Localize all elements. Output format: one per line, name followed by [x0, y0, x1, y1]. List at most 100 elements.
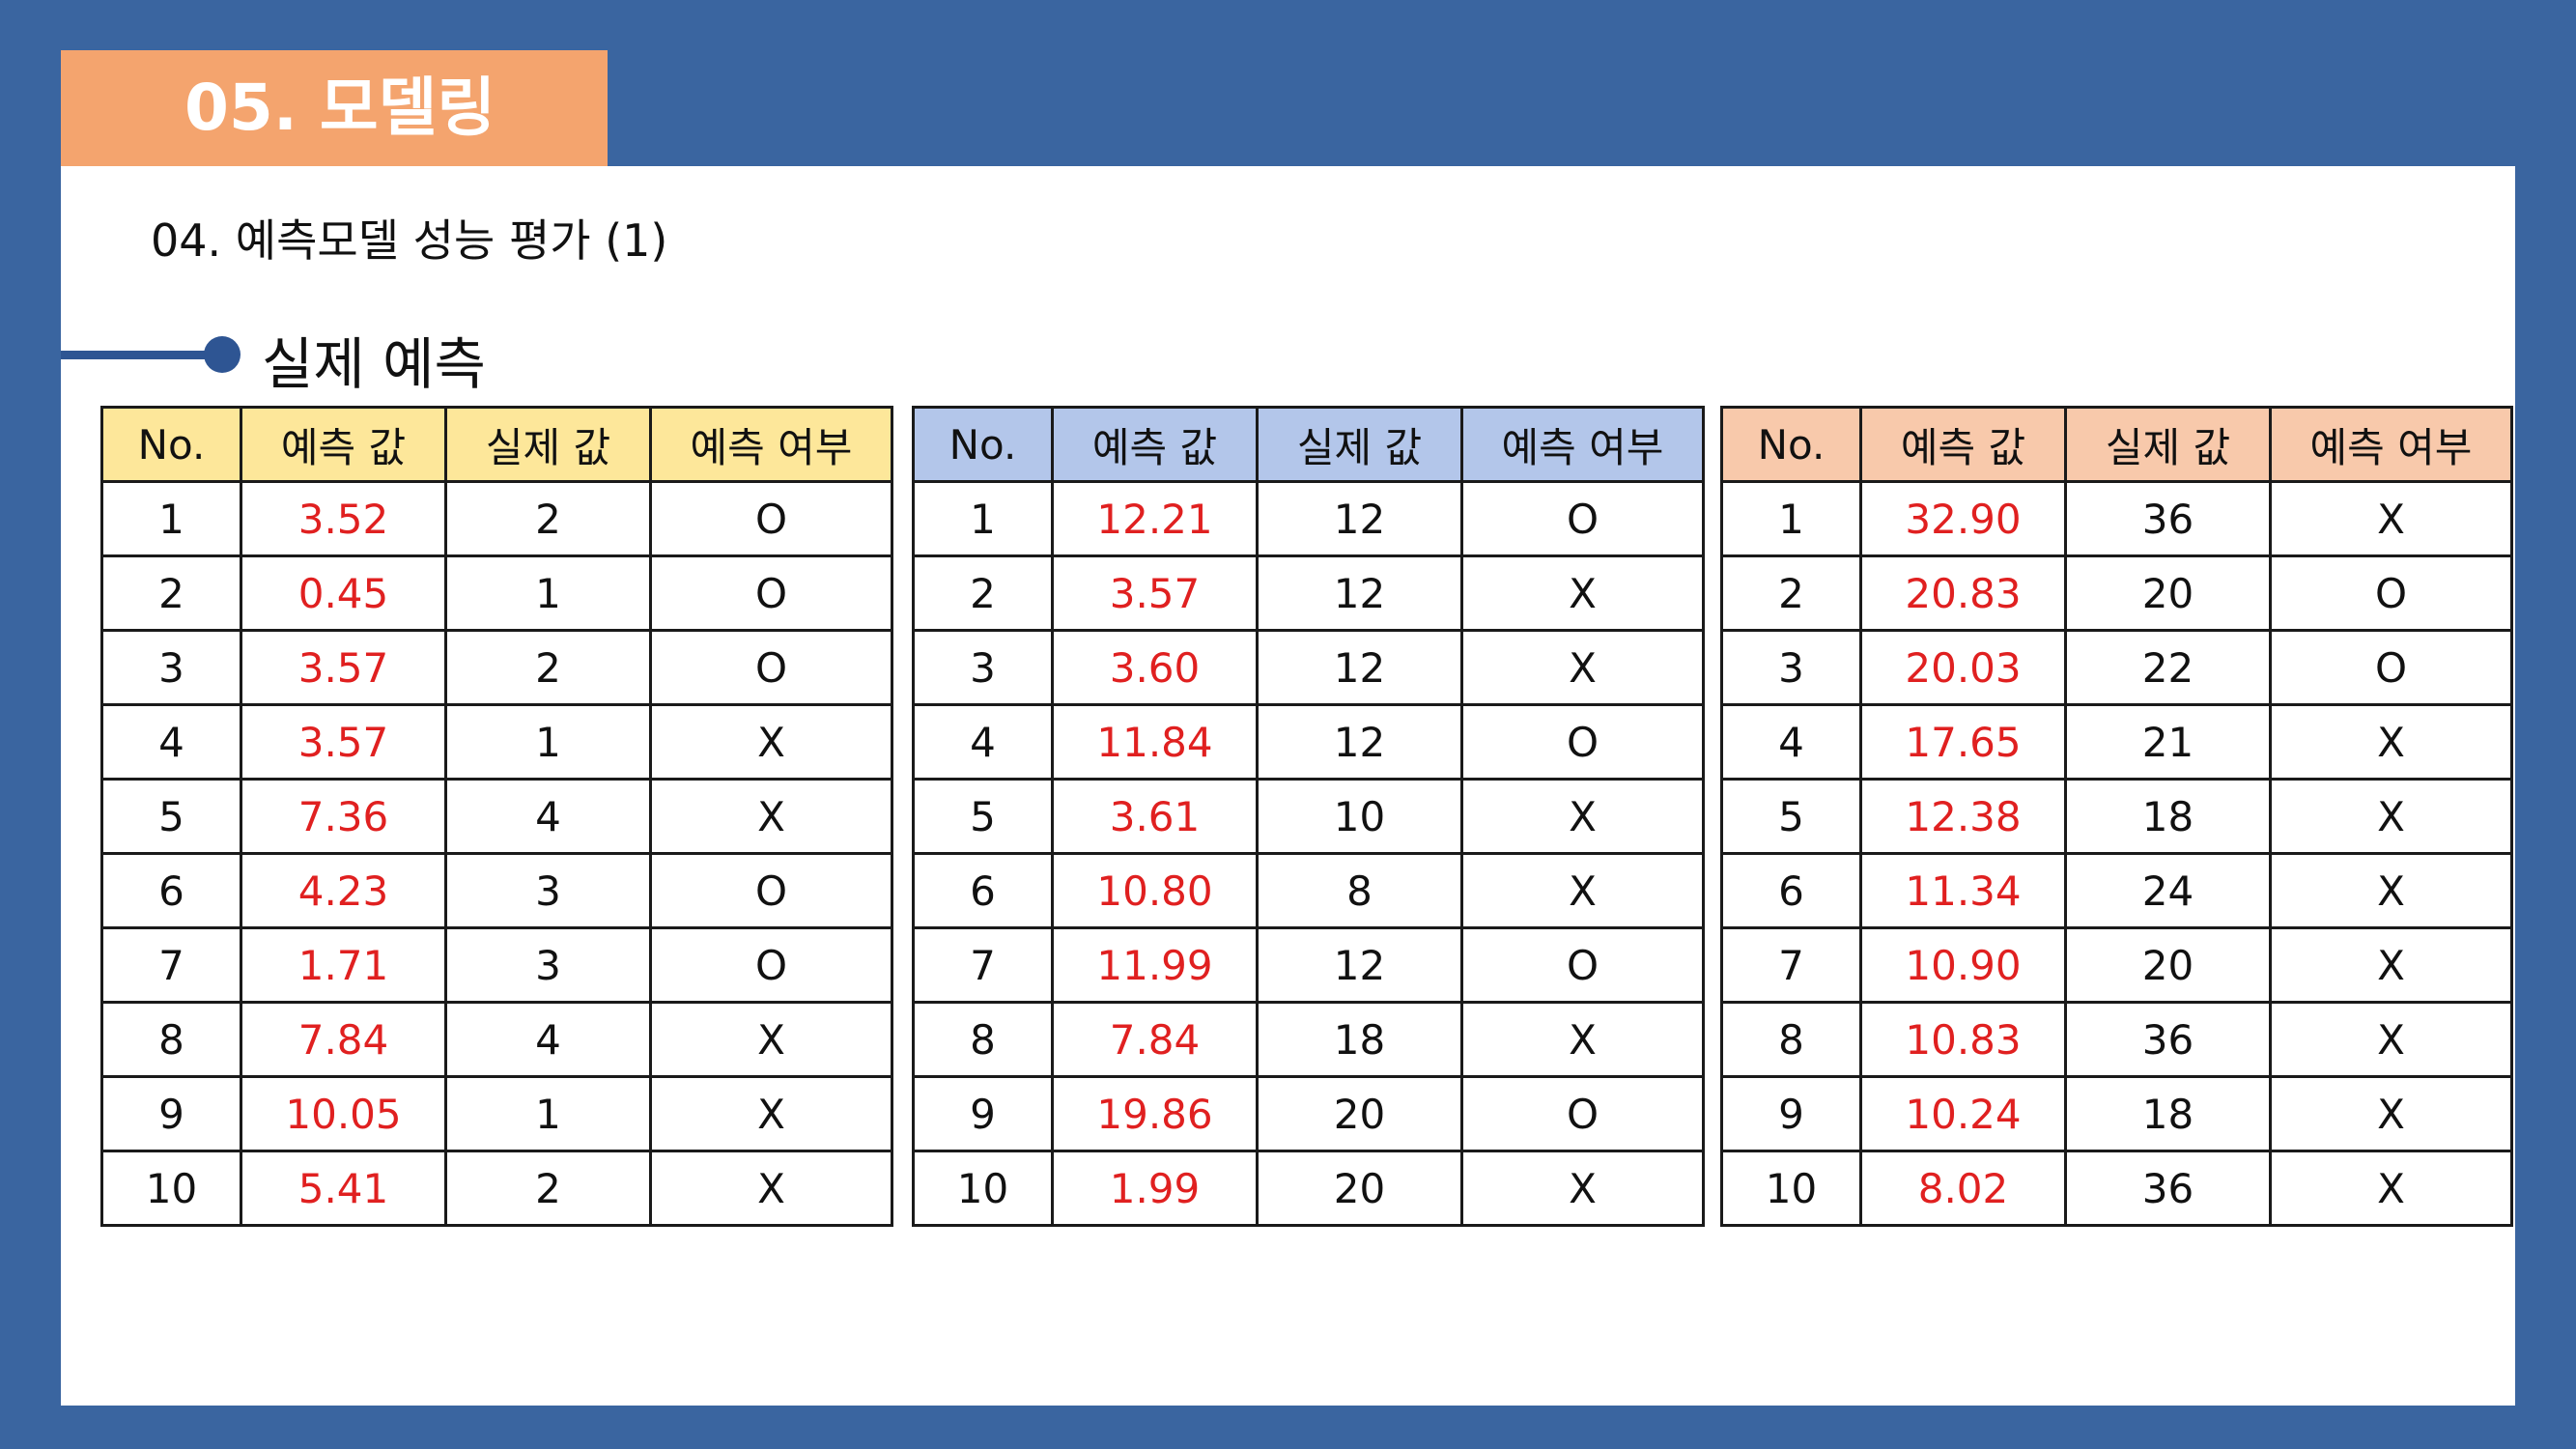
cell-actual: 20 [2064, 554, 2272, 632]
cell-no: 5 [100, 778, 242, 855]
cell-predicted: 10.80 [1051, 852, 1259, 929]
cell-result: X [1460, 554, 1705, 632]
cell-actual: 1 [444, 1075, 652, 1152]
table-header-row: No. 예측 값 실제 값 예측 여부 [100, 406, 893, 483]
cell-predicted: 3.52 [240, 480, 447, 557]
cell-result: X [649, 1075, 893, 1152]
table-row: 9 19.86 20 O [912, 1075, 1705, 1152]
cell-result: X [1460, 852, 1705, 929]
cell-predicted: 32.90 [1859, 480, 2067, 557]
cell-actual: 12 [1256, 554, 1463, 632]
cell-result: X [1460, 629, 1705, 706]
cell-actual: 1 [444, 554, 652, 632]
cell-result: X [2269, 852, 2513, 929]
result-table-2: No. 예측 값 실제 값 예측 여부 1 12.21 12 O 2 3.57 12 X 3 3.60 12… [912, 406, 1705, 1227]
cell-result: X [2269, 1150, 2513, 1227]
cell-actual: 36 [2064, 1150, 2272, 1227]
cell-result: O [1460, 703, 1705, 781]
page-title: 05. 모델링 [61, 50, 608, 166]
table-row: 3 3.57 2 O [100, 629, 893, 706]
cell-no: 8 [1720, 1001, 1862, 1078]
table-row: 5 12.38 18 X [1720, 778, 2513, 855]
cell-predicted: 11.84 [1051, 703, 1259, 781]
table-row: 4 3.57 1 X [100, 703, 893, 781]
cell-no: 2 [1720, 554, 1862, 632]
cell-result: O [2269, 554, 2513, 632]
cell-actual: 18 [2064, 778, 2272, 855]
table-row: 8 10.83 36 X [1720, 1001, 2513, 1078]
cell-result: O [649, 926, 893, 1004]
cell-actual: 12 [1256, 703, 1463, 781]
cell-no: 3 [1720, 629, 1862, 706]
result-table-1: No. 예측 값 실제 값 예측 여부 1 3.52 2 O 2 0.45 1 O 3 3.57 2 O 4 3.… [100, 406, 893, 1227]
cell-predicted: 17.65 [1859, 703, 2067, 781]
cell-actual: 12 [1256, 629, 1463, 706]
table-row: 2 0.45 1 O [100, 554, 893, 632]
table-row: 10 5.41 2 X [100, 1150, 893, 1227]
cell-actual: 24 [2064, 852, 2272, 929]
col-header-no: No. [1720, 406, 1862, 483]
cell-actual: 2 [444, 1150, 652, 1227]
cell-no: 1 [912, 480, 1054, 557]
table-row: 5 3.61 10 X [912, 778, 1705, 855]
col-header-result: 예측 여부 [2269, 406, 2513, 483]
cell-no: 6 [912, 852, 1054, 929]
cell-result: O [1460, 480, 1705, 557]
cell-result: X [2269, 1075, 2513, 1152]
cell-no: 7 [1720, 926, 1862, 1004]
result-table-3: No. 예측 값 실제 값 예측 여부 1 32.90 36 X 2 20.83 20 O 3 20.03… [1720, 406, 2513, 1227]
table-row: 2 20.83 20 O [1720, 554, 2513, 632]
cell-no: 10 [912, 1150, 1054, 1227]
table-row: 2 3.57 12 X [912, 554, 1705, 632]
table-row: 9 10.24 18 X [1720, 1075, 2513, 1152]
cell-actual: 21 [2064, 703, 2272, 781]
cell-no: 2 [912, 554, 1054, 632]
table-row: 7 11.99 12 O [912, 926, 1705, 1004]
cell-predicted: 8.02 [1859, 1150, 2067, 1227]
table-row: 4 17.65 21 X [1720, 703, 2513, 781]
cell-result: O [649, 480, 893, 557]
col-header-no: No. [100, 406, 242, 483]
cell-predicted: 11.34 [1859, 852, 2067, 929]
cell-no: 1 [1720, 480, 1862, 557]
cell-result: X [2269, 1001, 2513, 1078]
cell-actual: 36 [2064, 480, 2272, 557]
cell-no: 6 [100, 852, 242, 929]
cell-no: 7 [100, 926, 242, 1004]
cell-actual: 1 [444, 703, 652, 781]
cell-actual: 20 [2064, 926, 2272, 1004]
section-title: 실제 예측 [262, 331, 486, 397]
cell-no: 9 [912, 1075, 1054, 1152]
cell-predicted: 5.41 [240, 1150, 447, 1227]
cell-predicted: 1.71 [240, 926, 447, 1004]
cell-actual: 3 [444, 852, 652, 929]
cell-predicted: 11.99 [1051, 926, 1259, 1004]
cell-no: 6 [1720, 852, 1862, 929]
table-header-row: No. 예측 값 실제 값 예측 여부 [912, 406, 1705, 483]
cell-predicted: 12.38 [1859, 778, 2067, 855]
cell-result: X [1460, 1150, 1705, 1227]
col-header-actual: 실제 값 [2064, 406, 2272, 483]
cell-result: O [1460, 1075, 1705, 1152]
cell-predicted: 3.57 [240, 703, 447, 781]
cell-actual: 3 [444, 926, 652, 1004]
cell-result: X [1460, 1001, 1705, 1078]
cell-predicted: 19.86 [1051, 1075, 1259, 1152]
section-marker-dot-icon [204, 336, 241, 373]
cell-no: 8 [100, 1001, 242, 1078]
cell-no: 3 [100, 629, 242, 706]
col-header-actual: 실제 값 [444, 406, 652, 483]
cell-actual: 12 [1256, 926, 1463, 1004]
cell-result: X [649, 703, 893, 781]
col-header-predicted: 예측 값 [1859, 406, 2067, 483]
table-row: 1 32.90 36 X [1720, 480, 2513, 557]
table-row: 9 10.05 1 X [100, 1075, 893, 1152]
cell-no: 9 [1720, 1075, 1862, 1152]
table-row: 1 3.52 2 O [100, 480, 893, 557]
cell-actual: 8 [1256, 852, 1463, 929]
table-row: 4 11.84 12 O [912, 703, 1705, 781]
cell-actual: 10 [1256, 778, 1463, 855]
cell-predicted: 20.83 [1859, 554, 2067, 632]
cell-no: 10 [1720, 1150, 1862, 1227]
cell-predicted: 10.24 [1859, 1075, 2067, 1152]
